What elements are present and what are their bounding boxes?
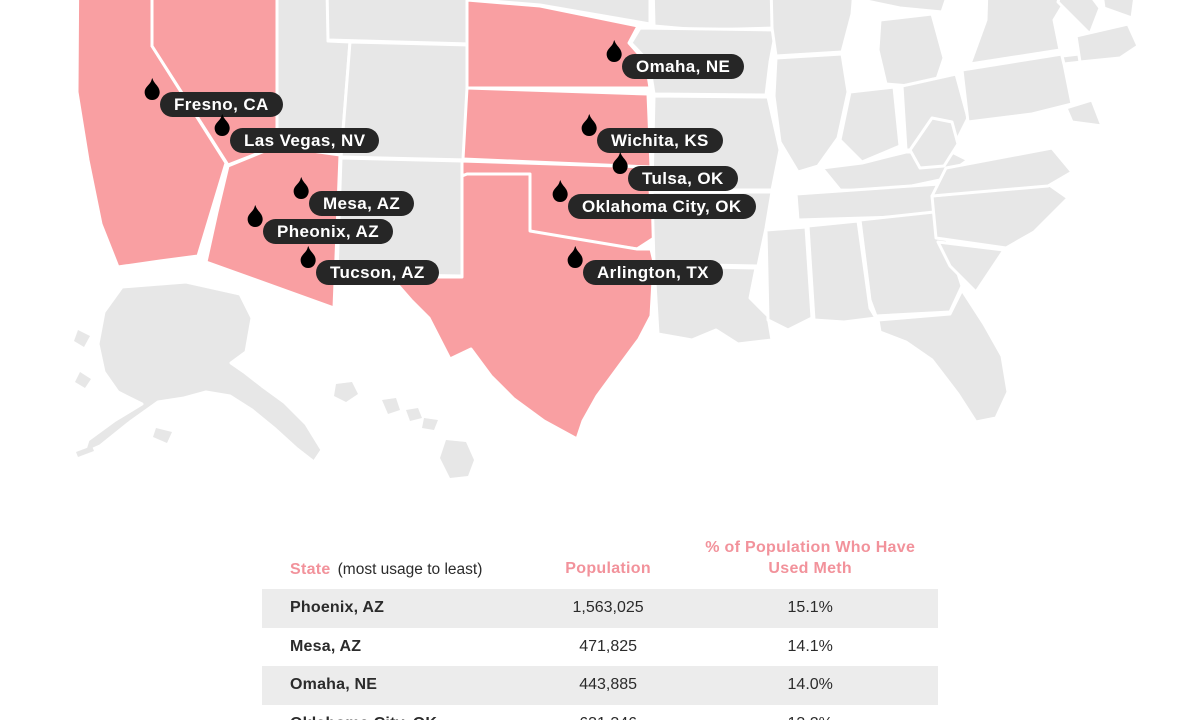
table-row: Oklahoma City, OK 631,346 13.2% — [262, 705, 938, 720]
state-maine — [1101, 0, 1136, 20]
state-alabama — [806, 219, 878, 324]
state-michigan-upper — [860, 0, 948, 14]
alaska-island-3 — [75, 372, 91, 388]
hawaii-island-2 — [382, 398, 400, 414]
map-label-omaha: Omaha, NE — [622, 54, 745, 79]
state-south-carolina — [936, 240, 1006, 294]
state-maryland-delaware — [1064, 98, 1104, 128]
city-pill: Fresno, CA — [160, 92, 283, 117]
torch-icon — [599, 151, 631, 197]
cell-state: Phoenix, AZ — [290, 599, 385, 617]
map-label-tucson: Tucson, AZ — [316, 260, 439, 285]
hawaii-island-4 — [422, 418, 438, 430]
map-label-arlington: Arlington, TX — [583, 260, 723, 285]
table-header: State (most usage to least) Population % … — [262, 533, 938, 589]
state-pennsylvania — [960, 52, 1074, 124]
column-header-state: State (most usage to least) — [262, 561, 534, 579]
state-alaska — [82, 280, 324, 464]
torch-icon — [201, 113, 233, 159]
us-map: Fresno, CA Las Vegas, NV Mesa, AZ Pheoni… — [74, 0, 1140, 478]
state-indiana — [838, 85, 902, 164]
city-pill: Omaha, NE — [622, 54, 745, 79]
torch-icon — [554, 245, 586, 291]
torch-icon — [593, 39, 625, 85]
column-header-population: Population — [565, 559, 651, 577]
state-michigan — [876, 12, 946, 90]
map-label-las-vegas: Las Vegas, NV — [230, 128, 380, 153]
torch-icon — [568, 113, 600, 159]
cell-percent: 14.0% — [787, 676, 833, 694]
torch-icon — [539, 179, 571, 225]
torch-icon — [131, 77, 163, 123]
us-map-svg — [74, 0, 1140, 478]
map-label-oklahoma-city: Oklahoma City, OK — [568, 194, 756, 219]
cell-percent: 14.1% — [787, 637, 833, 655]
table-row: Mesa, AZ 471,825 14.1% — [262, 628, 938, 667]
state-minnesota — [651, 0, 780, 32]
city-pill: Arlington, TX — [583, 260, 723, 285]
state-massachusetts-connecticut — [1074, 22, 1140, 64]
state-wisconsin — [769, 0, 855, 58]
state-south-dakota — [465, 0, 652, 26]
state-virginia — [930, 146, 1074, 198]
city-pill: Wichita, KS — [597, 128, 723, 153]
map-label-tulsa: Tulsa, OK — [628, 166, 738, 191]
city-pill: Mesa, AZ — [309, 191, 415, 216]
map-label-fresno: Fresno, CA — [160, 92, 283, 117]
state-header-label: State — [290, 561, 331, 578]
city-pill: Tulsa, OK — [628, 166, 738, 191]
usage-table: State (most usage to least) Population % … — [262, 533, 938, 720]
state-mississippi — [764, 225, 814, 332]
hawaii-island-1 — [334, 382, 358, 402]
state-new-mexico — [335, 156, 464, 278]
cell-population: 471,825 — [579, 637, 638, 655]
state-header-note: (most usage to least) — [337, 561, 483, 578]
city-pill: Pheonix, AZ — [263, 219, 394, 244]
cell-population: 1,563,025 — [572, 599, 644, 617]
table-row: Omaha, NE 443,885 14.0% — [262, 666, 938, 705]
city-pill: Las Vegas, NV — [230, 128, 380, 153]
cell-state: Mesa, AZ — [290, 637, 362, 655]
cell-population: 631,346 — [534, 715, 683, 720]
cell-percent: 15.1% — [787, 599, 833, 617]
state-illinois — [772, 52, 850, 174]
city-pill: Tucson, AZ — [316, 260, 439, 285]
alaska-island-2 — [74, 330, 90, 347]
table-row: Phoenix, AZ 1,563,025 15.1% — [262, 589, 938, 628]
city-pill: Oklahoma City, OK — [568, 194, 756, 219]
state-florida — [876, 288, 1010, 424]
torch-icon — [287, 245, 319, 291]
column-header-percent: % of Population Who Have Used Meth — [705, 539, 916, 577]
alaska-island-1 — [153, 428, 172, 443]
map-label-wichita: Wichita, KS — [597, 128, 723, 153]
map-label-mesa: Mesa, AZ — [309, 191, 415, 216]
state-wyoming — [325, 0, 472, 46]
hawaii-big-island — [440, 440, 474, 478]
torch-icon — [234, 204, 266, 250]
cell-state: Oklahoma City, OK — [262, 715, 534, 720]
state-new-york — [968, 0, 1068, 66]
state-west-virginia — [908, 116, 960, 170]
cell-percent: 13.2% — [682, 715, 938, 720]
map-label-pheonix: Pheonix, AZ — [263, 219, 394, 244]
hawaii-island-3 — [406, 408, 422, 421]
state-vermont-new-hampshire — [1056, 0, 1102, 36]
cell-state: Omaha, NE — [290, 676, 378, 694]
torch-icon — [280, 176, 312, 222]
alaska-aleutians — [76, 446, 94, 457]
cell-population: 443,885 — [579, 676, 638, 694]
state-louisiana — [652, 264, 774, 346]
